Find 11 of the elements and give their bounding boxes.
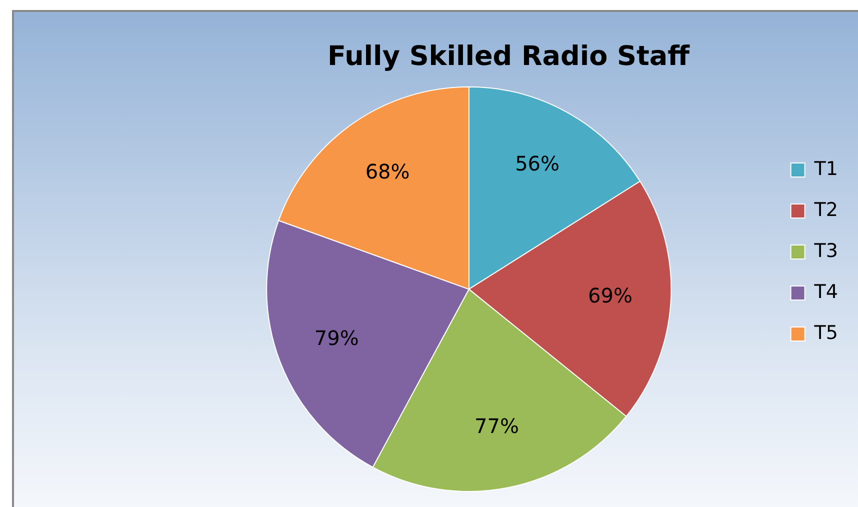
data-label: 79% bbox=[314, 326, 359, 350]
legend-label: T3 bbox=[813, 240, 838, 262]
legend-label: T1 bbox=[813, 158, 838, 180]
chart-title: Fully Skilled Radio Staff bbox=[327, 41, 691, 72]
data-label: 77% bbox=[474, 414, 519, 438]
data-label: 56% bbox=[515, 151, 560, 176]
legend-label: T5 bbox=[813, 322, 838, 344]
legend-label: T2 bbox=[813, 198, 838, 221]
legend-label: T4 bbox=[813, 280, 838, 303]
data-label: 68% bbox=[365, 160, 410, 184]
data-label: 69% bbox=[588, 284, 632, 308]
